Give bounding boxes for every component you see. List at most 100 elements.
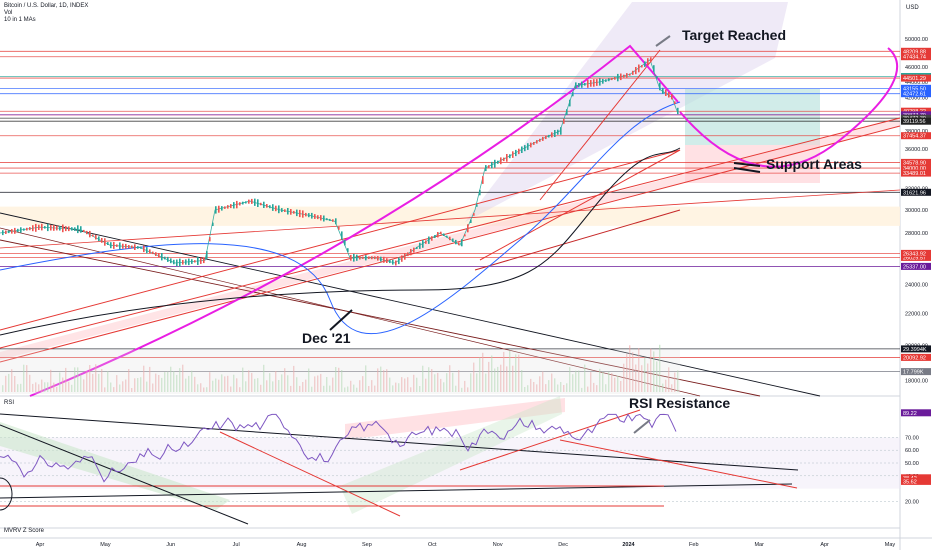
candle [392,259,394,265]
time-tick-label: Dec [558,542,568,548]
volume-bar [482,352,484,392]
candle [20,227,22,233]
volume-bar [86,371,88,392]
volume-bar [254,378,256,392]
volume-bar [155,373,157,392]
volume-bar [164,372,166,392]
candle [653,65,655,72]
price-tag-box [901,158,931,166]
price-tag-label: 20092.92 [903,355,926,361]
time-tick-label: Oct [428,542,437,548]
price-tick-label: 28000.00 [905,231,928,237]
volume-bar [665,379,667,392]
volume-bar [539,376,541,392]
candle [383,256,385,263]
price-tag-box [901,188,931,196]
candle [554,130,556,137]
time-tick-label: Sep [362,542,372,548]
candle [572,92,574,97]
price-tag-label: 29.3994K [903,347,927,353]
candle [308,213,310,218]
volume-bar [383,370,385,392]
volume-bar [146,381,148,392]
candle [2,230,4,236]
volume-bar [35,382,37,392]
candle [584,83,586,86]
volume-bar [662,383,664,392]
candle [92,234,94,237]
arc-left [29,44,679,397]
candle [596,79,598,86]
candle [677,107,679,115]
candle [149,249,151,254]
volume-bar [179,368,181,392]
volume-bar [566,383,568,392]
annotation-arrow [633,419,651,434]
volume-bar [149,366,151,392]
volume-bar [395,382,397,392]
candle [275,205,277,212]
volume-bar [488,361,490,392]
price-tag-label: 25337.00 [903,264,926,270]
price-tick-label: 24000.00 [905,283,928,289]
trend-line [0,149,681,331]
volume-bar [218,379,220,392]
candle [44,226,46,229]
candle [668,92,670,98]
candle [332,219,334,222]
candle [398,257,400,265]
candle [350,254,352,261]
candle [569,99,571,107]
volume-bar [521,370,523,392]
trend-line [0,117,901,349]
candle [665,89,667,96]
volume-bar [38,384,40,392]
volume-bar [104,387,106,392]
volume-bar [671,384,673,392]
volume-bar [194,376,196,392]
candle [284,209,286,212]
volume-bar [323,385,325,392]
price-tag-box [901,353,931,361]
candle [506,154,508,162]
volume-bar [2,385,4,392]
candle [302,210,304,218]
volume-bar [347,386,349,392]
volume-bar [617,375,619,392]
volume-bar [23,364,25,392]
rsi-tag-box [901,477,931,485]
candle [215,206,217,214]
candle [632,70,634,75]
volume-bar [47,382,49,392]
candle [488,165,490,168]
volume-bar [641,365,643,392]
volume-bar [461,387,463,392]
candle [188,258,190,266]
volume-bar [422,365,424,392]
candle [413,247,415,253]
volume-bar [416,377,418,392]
volume-bar [572,374,574,392]
volume-bar [629,345,631,392]
candle [545,136,547,140]
candle [254,198,256,206]
volume-bar [296,377,298,392]
rsi-tag-label: 89.22 [903,411,917,417]
trend-line [539,49,661,201]
candle [89,230,91,238]
volume-bar [512,365,514,392]
candle [494,159,496,168]
volume-bar [182,364,184,392]
volume-bar [605,384,607,392]
volume-bar [647,363,649,392]
volume-bar [71,384,73,392]
volume-bar [101,369,103,392]
candle [374,256,376,260]
volume-bar [560,382,562,392]
candle [635,67,637,75]
rsi-tick-label: 70.00 [905,435,919,441]
volume-bar [620,381,622,392]
volume-bar [32,383,34,392]
volume-bar [239,387,241,392]
volume-bar [506,366,508,392]
